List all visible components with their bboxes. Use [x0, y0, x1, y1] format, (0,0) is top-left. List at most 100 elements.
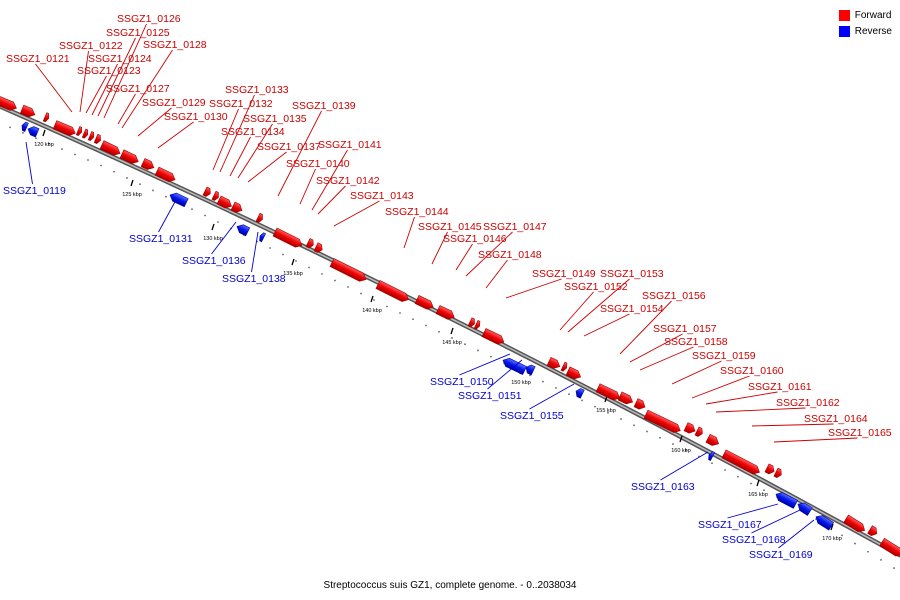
gene-label-group: SSGZ1_0135 [243, 113, 307, 125]
major-tick [42, 129, 46, 137]
gene-label: SSGZ1_0159 [692, 350, 756, 362]
forward-gene-arrow [694, 426, 703, 437]
tick-dot [35, 137, 37, 140]
leader-line [403, 216, 415, 249]
gene-label-group: SSGZ1_0142 [316, 175, 380, 187]
gene-label: SSGZ1_0123 [77, 65, 141, 77]
forward-gene-arrow [202, 186, 211, 197]
forward-gene-arrow [230, 201, 243, 213]
tick-dot [568, 393, 570, 396]
tick-dot [672, 443, 674, 445]
label-leader-lines [25, 23, 858, 549]
minor-tick-dots [9, 126, 895, 569]
forward-gene-arrow [843, 514, 866, 533]
leader-line [121, 49, 173, 129]
leader-line [211, 221, 237, 255]
gene-label: SSGZ1_0161 [748, 381, 812, 393]
tick-dot [646, 430, 648, 433]
tick-dot [737, 475, 739, 478]
gene-label-group: SSGZ1_0150 [430, 376, 494, 388]
gene-features [0, 95, 900, 557]
tick-dot [48, 142, 50, 145]
tick-dot [9, 126, 11, 129]
gene-label-group: SSGZ1_0148 [478, 249, 542, 261]
tick-dot [269, 247, 271, 249]
leader-line [97, 37, 136, 117]
gene-label-group: SSGZ1_0126 [117, 13, 181, 25]
gene-label: SSGZ1_0143 [350, 190, 414, 202]
gene-label-group: SSGZ1_0139 [292, 100, 356, 112]
leader-line [619, 300, 672, 355]
reverse-gene-arrow [575, 388, 585, 399]
tick-label: 170 kbp [822, 536, 842, 542]
gene-label-group: SSGZ1_0149 [532, 268, 596, 280]
reverse-gene-arrow [502, 357, 527, 376]
gene-label: SSGZ1_0149 [532, 268, 596, 280]
leader-line [85, 75, 107, 114]
gene-label: SSGZ1_0129 [142, 97, 206, 109]
gene-label-group: SSGZ1_0128 [143, 39, 207, 51]
gene-label: SSGZ1_0128 [143, 39, 207, 51]
gene-label-group: SSGZ1_0147 [483, 221, 547, 233]
tick-dot [438, 330, 440, 333]
gene-label-group: SSGZ1_0161 [748, 381, 812, 393]
leader-line [705, 391, 778, 405]
forward-gene-arrow [140, 158, 155, 170]
tick-dot [334, 279, 336, 282]
forward-gene-arrow [633, 398, 646, 410]
gene-label: SSGZ1_0153 [600, 268, 664, 280]
major-tick [756, 479, 760, 487]
tick-label: 145 kbp [442, 340, 462, 346]
gene-label-group: SSGZ1_0153 [600, 268, 664, 280]
gene-label-group: SSGZ1_0160 [720, 365, 784, 377]
tick-dot [217, 221, 219, 223]
tick-dot [555, 386, 557, 389]
genome-backbone [0, 103, 900, 558]
gene-label: SSGZ1_0126 [117, 13, 181, 25]
gene-label-group: SSGZ1_0165 [828, 427, 892, 439]
tick-dot [581, 399, 583, 402]
tick-dot [542, 380, 544, 383]
gene-label: SSGZ1_0145 [418, 221, 482, 233]
gene-label: SSGZ1_0131 [129, 233, 193, 245]
gene-label-group: SSGZ1_0134 [221, 126, 285, 138]
gene-label: SSGZ1_0138 [222, 273, 286, 285]
tick-dot [750, 482, 752, 485]
tick-label: 140 kbp [362, 308, 382, 314]
tick-dot [685, 449, 687, 452]
leader-line [219, 94, 255, 173]
gene-label: SSGZ1_0160 [720, 365, 784, 377]
leader-line [629, 333, 683, 363]
gene-label: SSGZ1_0162 [776, 397, 840, 409]
major-tick [370, 295, 374, 303]
leader-line [505, 278, 562, 299]
gene-label-group: SSGZ1_0168 [722, 534, 786, 546]
gene-label: SSGZ1_0130 [164, 111, 228, 123]
leader-line [158, 199, 177, 233]
forward-gene-arrow [255, 212, 263, 223]
tick-dot [100, 164, 102, 167]
gene-label-group: SSGZ1_0141 [318, 139, 382, 151]
gene-label-group: SSGZ1_0127 [106, 83, 170, 95]
tick-dot [165, 195, 167, 198]
gene-label: SSGZ1_0146 [443, 233, 507, 245]
gene-label: SSGZ1_0144 [385, 206, 449, 218]
gene-label-group: SSGZ1_0125 [106, 27, 170, 39]
tick-dot [893, 567, 895, 569]
tick-dot [152, 189, 154, 192]
forward-gene-arrow [154, 166, 176, 183]
leader-line [91, 63, 118, 116]
gene-label: SSGZ1_0135 [243, 113, 307, 125]
gene-label: SSGZ1_0121 [6, 53, 70, 65]
reverse-gene-arrow [21, 121, 29, 132]
reverse-gene-arrow [797, 502, 813, 516]
gene-label-group: SSGZ1_0140 [286, 158, 350, 170]
legend-forward: Forward [838, 7, 892, 23]
gene-label: SSGZ1_0164 [804, 413, 868, 425]
leader-line [299, 168, 316, 205]
gene-label-group: SSGZ1_0130 [164, 111, 228, 123]
leader-line [487, 359, 523, 390]
gene-label-group: SSGZ1_0163 [631, 481, 695, 493]
gene-label-group: SSGZ1_0133 [225, 84, 289, 96]
